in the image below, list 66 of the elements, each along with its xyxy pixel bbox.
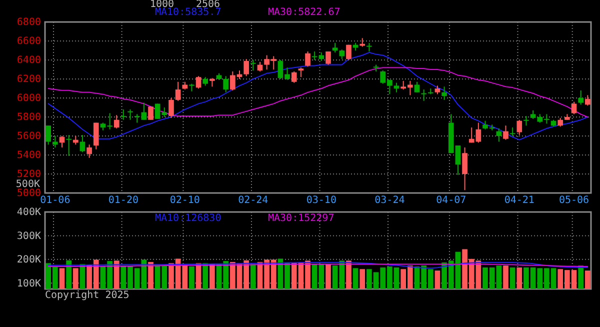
candlestick [128, 108, 133, 120]
y-tick-label: 5200 [16, 169, 41, 180]
candlestick [516, 119, 522, 136]
candlestick [223, 76, 228, 93]
candlestick [394, 82, 400, 93]
candlestick [52, 136, 58, 148]
text: MA30:152297 [268, 213, 334, 224]
candlestick [332, 42, 338, 53]
y-tick-label: 5600 [16, 131, 41, 142]
candlestick [462, 146, 468, 191]
x-tick-label: 02-24 [238, 195, 268, 206]
text: MA30:5822.67 [268, 7, 340, 18]
candlestick [578, 90, 584, 106]
y-tick-label: 5800 [16, 112, 41, 124]
candlestick [421, 88, 426, 102]
y-tick-label: 6000 [16, 93, 41, 104]
candlestick [148, 106, 154, 120]
text: Copyright 2025 [45, 290, 130, 301]
x-tick-label: 05-06 [558, 195, 590, 206]
y-tick-label: 5400 [16, 150, 41, 162]
y-tick-label: 400K [16, 207, 41, 218]
candlestick [584, 94, 590, 106]
text: MA10:5835.7 [155, 7, 222, 18]
candlestick [291, 70, 297, 84]
candlestick [524, 116, 529, 126]
text: 500K [16, 179, 40, 190]
candlestick [86, 144, 92, 158]
x-tick-label: 02-10 [170, 195, 200, 206]
y-tick-label: 100K [16, 278, 41, 290]
y-tick-label: 6800 [16, 17, 41, 28]
x-tick-label: 03-10 [306, 195, 336, 206]
candlestick [442, 86, 447, 100]
x-tick-label: 03-24 [374, 195, 405, 206]
y-tick-label: 200K [16, 254, 41, 266]
y-tick-label: 300K [16, 230, 41, 242]
x-tick-label: 04-21 [504, 195, 534, 206]
candlestick [571, 101, 577, 115]
candlestick [168, 98, 174, 118]
candlestick [339, 49, 345, 60]
candlestick [59, 136, 65, 148]
candlestick [66, 134, 72, 156]
candlestick [175, 81, 181, 102]
candlestick [93, 122, 99, 150]
candlestick [244, 58, 249, 77]
y-tick-label: 6600 [16, 36, 41, 48]
candlestick [346, 44, 352, 60]
y-tick-label: 5000 [16, 188, 41, 200]
candlestick [305, 50, 310, 68]
candlestick [503, 125, 508, 140]
candlestick [496, 128, 502, 142]
y-tick-label: 6200 [16, 74, 41, 86]
candlestick [298, 67, 304, 78]
candlestick [250, 60, 256, 71]
candlestick [80, 134, 86, 153]
y-tick-label: 6400 [16, 55, 41, 66]
x-tick-label: 04-07 [436, 195, 466, 206]
candlestick [414, 81, 420, 93]
text: MA10:126830 [155, 213, 222, 224]
x-tick-label: 01-20 [108, 195, 138, 206]
candlestick [114, 114, 120, 129]
candlestick [120, 108, 126, 120]
candlestick [326, 50, 331, 66]
line-series [48, 67, 588, 118]
candlestick [257, 61, 263, 72]
x-tick-label: 01-06 [40, 195, 70, 206]
candlestick [196, 76, 202, 89]
